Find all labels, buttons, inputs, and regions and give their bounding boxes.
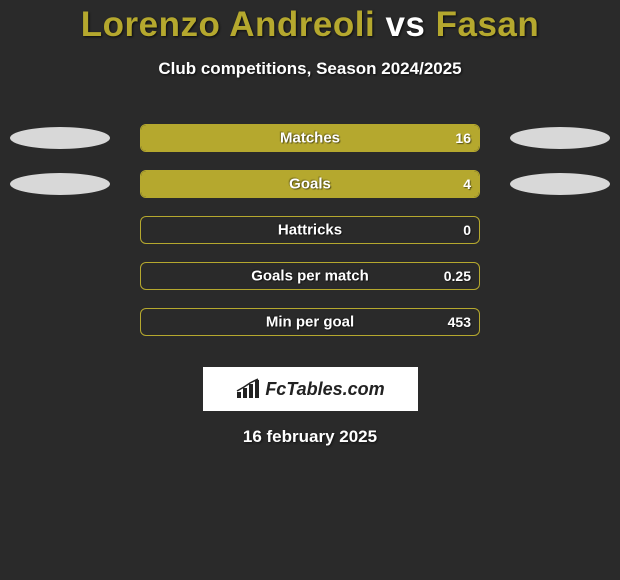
player2-name: Fasan (436, 5, 540, 44)
player2-marker (510, 173, 610, 195)
subtitle: Club competitions, Season 2024/2025 (0, 59, 620, 79)
stat-value-right: 0.25 (444, 268, 471, 284)
stat-label: Hattricks (278, 222, 342, 239)
date-text: 16 february 2025 (0, 427, 620, 447)
player1-marker (10, 127, 110, 149)
stat-label: Goals per match (251, 268, 369, 285)
stat-label: Goals (289, 176, 331, 193)
stat-value-right: 0 (463, 222, 471, 238)
fctables-logo[interactable]: FcTables.com (203, 367, 418, 411)
chart-icon (235, 378, 261, 400)
stat-row: Min per goal 453 (0, 303, 620, 349)
stat-row: Goals per match 0.25 (0, 257, 620, 303)
stat-bar: Min per goal 453 (140, 308, 480, 336)
logo-text: FcTables.com (265, 379, 384, 400)
vs-text: vs (385, 5, 425, 44)
comparison-card: Lorenzo Andreoli vs Fasan Club competiti… (0, 0, 620, 447)
stat-row: Matches 16 (0, 119, 620, 165)
stat-bar: Goals 4 (140, 170, 480, 198)
stats-area: Matches 16 Goals 4 Hattricks 0 Goals per match… (0, 119, 620, 349)
player1-marker (10, 173, 110, 195)
stat-value-right: 4 (463, 176, 471, 192)
player1-name: Lorenzo Andreoli (81, 5, 375, 44)
stat-label: Matches (280, 130, 340, 147)
page-title: Lorenzo Andreoli vs Fasan (0, 5, 620, 45)
stat-value-right: 453 (448, 314, 471, 330)
stat-bar: Hattricks 0 (140, 216, 480, 244)
stat-value-right: 16 (455, 130, 471, 146)
player2-marker (510, 127, 610, 149)
stat-bar: Matches 16 (140, 124, 480, 152)
stat-row: Hattricks 0 (0, 211, 620, 257)
stat-row: Goals 4 (0, 165, 620, 211)
stat-bar: Goals per match 0.25 (140, 262, 480, 290)
stat-label: Min per goal (266, 314, 354, 331)
